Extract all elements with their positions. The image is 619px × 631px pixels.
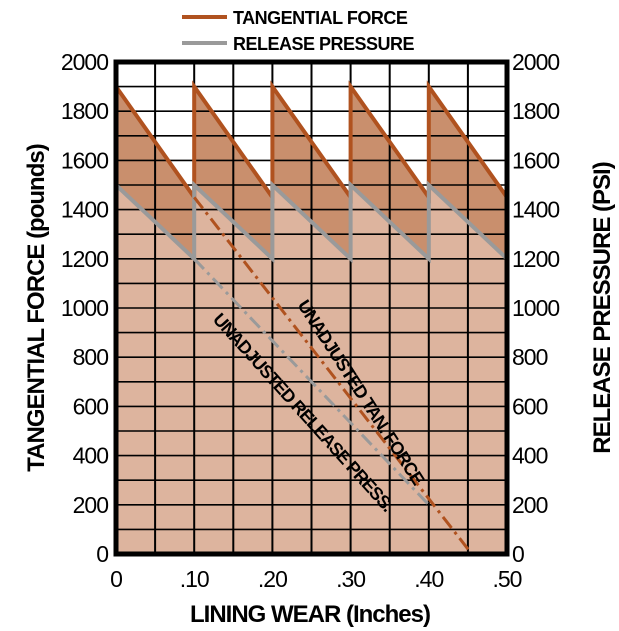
y-tick-label-right: 1800: [512, 98, 559, 124]
y-tick-label-left: 1200: [61, 246, 108, 272]
x-tick-label: .20: [258, 566, 287, 592]
x-axis-title: LINING WEAR (Inches): [190, 601, 430, 628]
y-axis-left-title: TANGENTIAL FORCE (pounds): [23, 144, 50, 471]
series-line-unadjusted-release-press: [193, 257, 430, 506]
y-tick-label-left: 1800: [61, 98, 108, 124]
y-tick-label-left: 1000: [61, 295, 108, 321]
y-tick-label-right: 1200: [512, 246, 559, 272]
y-tick-label-right: 0: [512, 541, 524, 567]
x-axis-ticks: 0 .10 .20 .30 .40 .50: [110, 566, 523, 592]
x-tick-label: .10: [180, 566, 209, 592]
x-tick-label: .40: [414, 566, 443, 592]
y-tick-label-left: 200: [73, 492, 109, 518]
x-tick-label: .50: [493, 566, 522, 592]
y-tick-label-right: 200: [512, 492, 548, 518]
plot-border: [113, 59, 510, 557]
series-line-unadjusted-tan-force: [193, 196, 473, 555]
series-line-tangential-force: [114, 80, 509, 204]
legend: TANGENTIAL FORCE RELEASE PRESSURE: [182, 8, 415, 54]
y-tick-label-left: 400: [73, 443, 109, 469]
y-tick-label-right: 800: [512, 344, 548, 370]
series-lines: [114, 80, 509, 555]
y-tick-label-left: 0: [96, 541, 108, 567]
plot-area: [113, 59, 510, 557]
y-tick-label-right: 600: [512, 393, 548, 419]
y-axis-right-ticks: 0 200 400 600 800 1000 1200 1400 1600 1800 2000: [512, 49, 560, 567]
y-tick-label-right: 1400: [512, 197, 559, 223]
y-axis-left-ticks: 0 200 400 600 800 1000 1200 1400 1600 1800 2000: [61, 49, 109, 567]
x-tick-label: 0: [110, 566, 122, 592]
y-tick-label-right: 400: [512, 443, 548, 469]
y-tick-label-left: 1400: [61, 197, 108, 223]
y-tick-label-left: 1600: [61, 147, 108, 173]
y-tick-label-right: 2000: [512, 49, 559, 75]
y-tick-label-right: 1000: [512, 295, 559, 321]
y-tick-label-left: 800: [73, 344, 109, 370]
legend-label-release-pressure: RELEASE PRESSURE: [233, 34, 415, 54]
y-tick-label-left: 600: [73, 393, 109, 419]
series-line-release-pressure: [114, 180, 509, 264]
y-axis-right-title: RELEASE PRESSURE (PSI): [589, 162, 616, 453]
y-tick-label-left: 2000: [61, 49, 108, 75]
y-tick-label-right: 1600: [512, 147, 559, 173]
x-tick-label: .30: [336, 566, 365, 592]
legend-label-tangential-force: TANGENTIAL FORCE: [233, 8, 408, 28]
